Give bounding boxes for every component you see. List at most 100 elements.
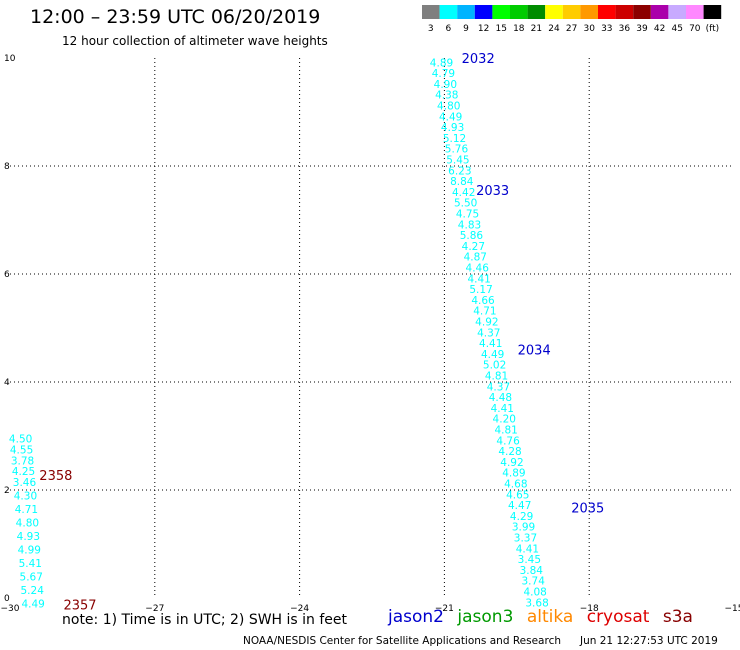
wave-height-label: 3.68 (525, 597, 548, 609)
colorbar-label: 6 (446, 24, 452, 34)
wave-height-label: 8.84 (450, 176, 474, 188)
colorbar-label: 12 (478, 24, 489, 34)
colorbar-swatch (703, 5, 722, 19)
x-tick-label: −21 (435, 604, 454, 614)
wave-height-label: 4.48 (489, 392, 512, 404)
colorbar-label: 42 (654, 24, 665, 34)
x-tick-label: −18 (580, 604, 599, 614)
colorbar-swatch (545, 5, 563, 19)
wave-height-label: 4.79 (432, 68, 455, 80)
colorbar-swatch (686, 5, 704, 19)
colorbar-legend: 3 6 9 12 15 18 21 24 27 30 33 36 39 42 45 70 (ft) (422, 5, 722, 34)
y-tick-label: 0 (4, 594, 10, 604)
colorbar-swatch (562, 5, 581, 19)
wave-height-label: 4.68 (504, 479, 527, 491)
wave-height-label: 3.37 (514, 533, 537, 545)
wave-height-label: 4.99 (18, 544, 41, 556)
wave-height-label: 4.47 (508, 500, 531, 512)
wave-height-label: 3.46 (13, 477, 37, 489)
wave-height-label: 4.30 (14, 490, 37, 502)
credit-line: NOAA/NESDIS Center for Satellite Applica… (243, 635, 561, 647)
colorbar-swatch (510, 5, 528, 19)
generated-timestamp: Jun 21 12:27:53 UTC 2019 (580, 635, 718, 647)
colorbar-swatch (439, 5, 458, 19)
page-subtitle: 12 hour collection of altimeter wave hei… (62, 34, 328, 48)
colorbar-swatch (633, 5, 651, 19)
wave-height-label: 4.92 (475, 317, 498, 329)
wave-height-label: 4.90 (434, 79, 457, 91)
wave-height-label: 4.38 (435, 90, 458, 102)
wave-height-label: 4.50 (9, 434, 32, 446)
colorbar-label: 33 (601, 24, 612, 34)
colorbar-swatch (668, 5, 686, 19)
colorbar-swatch (580, 5, 598, 19)
wave-height-label: 4.81 (494, 425, 517, 437)
pass-time-label: 2033 (476, 184, 509, 199)
y-tick-label: 8 (4, 162, 10, 172)
colorbar-label: (ft) (706, 24, 720, 34)
page-title: 12:00 – 23:59 UTC 06/20/2019 (30, 6, 321, 28)
wave-height-label: 4.27 (462, 241, 485, 253)
pass-time-label: 2357 (63, 598, 96, 613)
wave-height-label: 3.99 (512, 522, 535, 534)
wave-height-label: 5.86 (460, 230, 484, 242)
wave-height-label: 4.55 (10, 445, 33, 457)
wave-height-label: 4.89 (430, 57, 453, 69)
x-tick-label: −15 (725, 604, 740, 614)
colorbar-label: 30 (583, 24, 595, 34)
x-tick-label: −30 (1, 604, 20, 614)
colorbar-swatch (422, 5, 440, 19)
wave-height-chart: −30−27−24−21−18−1502468104.894.794.904.3… (1, 52, 740, 614)
wave-height-label: 4.37 (487, 381, 510, 393)
wave-height-label: 4.46 (466, 263, 490, 275)
wave-height-label: 4.93 (17, 531, 40, 543)
y-tick-label: 6 (4, 270, 10, 280)
wave-height-label: 5.45 (446, 155, 469, 167)
wave-height-label: 4.87 (464, 252, 487, 264)
wave-height-label: 3.84 (520, 565, 544, 577)
wave-height-label: 4.08 (523, 587, 546, 599)
colorbar-swatch (457, 5, 475, 19)
pass-time-label: 2032 (462, 52, 495, 67)
colorbar-label: 15 (495, 24, 506, 34)
wave-height-label: 5.50 (454, 198, 477, 210)
colorbar-label: 39 (636, 24, 648, 34)
colorbar-swatch (650, 5, 669, 19)
wave-height-label: 4.80 (437, 101, 460, 113)
wave-height-label: 5.76 (445, 144, 469, 156)
wave-height-label: 4.42 (452, 187, 475, 199)
wave-height-label: 5.24 (21, 585, 45, 597)
y-tick-label: 2 (4, 486, 10, 496)
footer-note: note: 1) Time is in UTC; 2) SWH is in fe… (62, 612, 348, 628)
colorbar-label: 21 (531, 24, 542, 34)
wave-height-label: 5.67 (20, 571, 43, 583)
legend-cryosat: cryosat (586, 607, 650, 627)
wave-height-label: 3.78 (11, 455, 34, 467)
colorbar-label: 36 (619, 24, 631, 34)
colorbar-swatch (492, 5, 510, 19)
wave-height-label: 5.41 (19, 558, 42, 570)
wave-height-label: 4.41 (491, 403, 514, 415)
wave-height-label: 4.83 (458, 219, 481, 231)
colorbar-label: 27 (566, 24, 577, 34)
y-tick-label: 10 (4, 54, 16, 64)
y-tick-label: 4 (4, 378, 10, 388)
x-tick-label: −24 (290, 604, 309, 614)
wave-height-label: 4.66 (471, 295, 495, 307)
wave-height-label: 3.74 (522, 576, 546, 588)
wave-height-label: 5.02 (483, 360, 506, 372)
wave-height-label: 6.23 (448, 165, 471, 177)
wave-height-label: 4.29 (510, 511, 533, 523)
wave-height-label: 4.71 (473, 306, 496, 318)
wave-height-label: 4.28 (498, 446, 521, 458)
colorbar-label: 24 (548, 24, 560, 34)
wave-height-label: 4.76 (496, 435, 520, 447)
legend-altika: altika (526, 607, 574, 627)
wave-height-label: 4.93 (441, 122, 464, 134)
wave-height-label: 4.20 (493, 414, 516, 426)
wave-height-label: 4.37 (477, 327, 500, 339)
colorbar-swatch (527, 5, 546, 19)
wave-height-label: 5.17 (469, 284, 492, 296)
wave-height-label: 4.41 (467, 273, 490, 285)
